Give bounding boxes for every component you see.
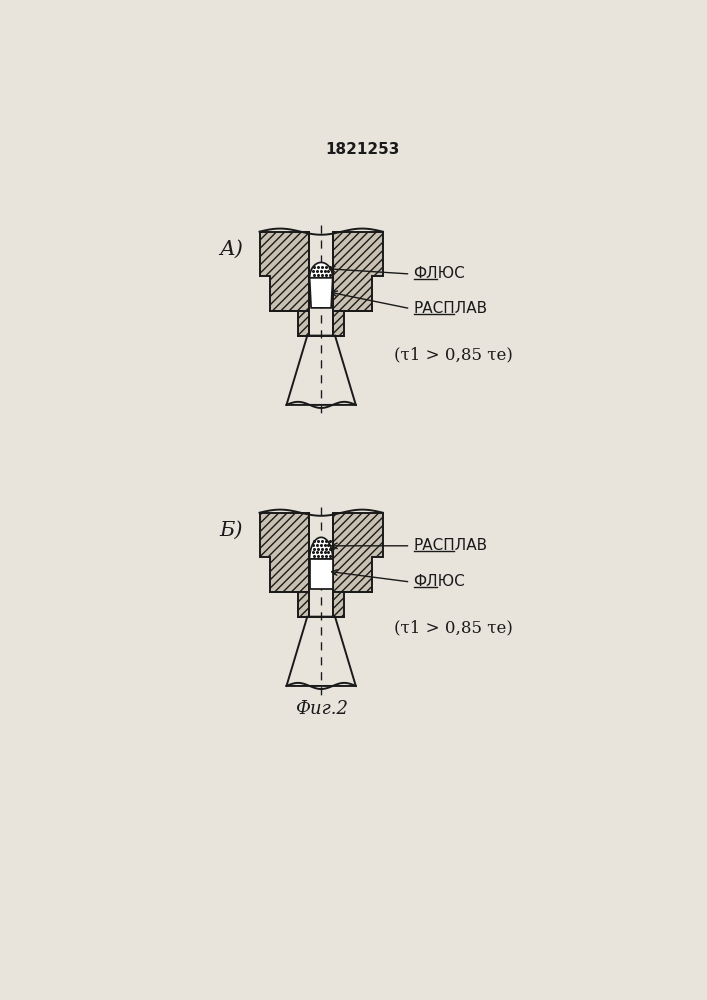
Text: ФЛЮС: ФЛЮС — [414, 574, 465, 589]
Text: Б): Б) — [219, 520, 243, 539]
Text: РАСПЛАВ: РАСПЛАВ — [414, 538, 488, 553]
Text: (τ1 > 0,85 τе): (τ1 > 0,85 τе) — [395, 620, 513, 637]
Polygon shape — [286, 336, 356, 405]
Text: Фиг.2: Фиг.2 — [295, 700, 348, 718]
Bar — [309, 232, 334, 336]
Text: РАСПЛАВ: РАСПЛАВ — [414, 301, 488, 316]
Polygon shape — [334, 311, 344, 336]
Text: (τ1 > 0,85 τе): (τ1 > 0,85 τе) — [395, 346, 513, 363]
Polygon shape — [259, 513, 309, 592]
Polygon shape — [286, 617, 356, 686]
Polygon shape — [334, 232, 382, 311]
Bar — [309, 513, 334, 617]
Polygon shape — [298, 592, 309, 617]
Text: А): А) — [219, 239, 243, 258]
Polygon shape — [259, 232, 309, 311]
Polygon shape — [310, 262, 333, 278]
Polygon shape — [298, 311, 309, 336]
Polygon shape — [334, 592, 344, 617]
Polygon shape — [310, 537, 333, 559]
Polygon shape — [334, 513, 382, 592]
Polygon shape — [310, 278, 333, 308]
Text: 1821253: 1821253 — [325, 142, 400, 157]
Polygon shape — [310, 559, 333, 589]
Text: ФЛЮС: ФЛЮС — [414, 266, 465, 282]
